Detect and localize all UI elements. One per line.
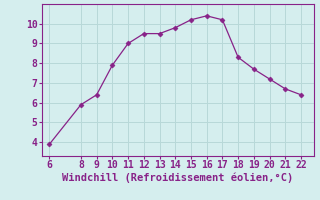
X-axis label: Windchill (Refroidissement éolien,°C): Windchill (Refroidissement éolien,°C) — [62, 173, 293, 183]
